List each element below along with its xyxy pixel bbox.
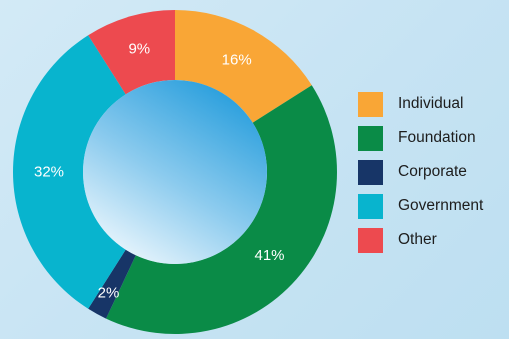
slice-other xyxy=(88,10,175,95)
slice-label-corporate: 2% xyxy=(98,284,120,301)
slice-corporate xyxy=(88,249,136,319)
legend-item-corporate: Corporate xyxy=(358,155,509,189)
donut-center xyxy=(83,80,267,264)
legend-swatch-other xyxy=(358,227,383,253)
legend: Individual Foundation Corporate Governme… xyxy=(358,87,509,257)
legend-label-individual: Individual xyxy=(398,95,464,112)
slice-individual xyxy=(175,10,312,123)
legend-item-foundation: Foundation xyxy=(358,121,509,155)
donut-slices xyxy=(12,10,337,334)
legend-label-other: Other xyxy=(398,231,437,248)
legend-swatch-foundation xyxy=(358,125,383,151)
legend-swatch-government xyxy=(358,193,383,219)
slice-label-individual: 16% xyxy=(222,51,252,68)
slice-label-government: 32% xyxy=(34,164,64,181)
legend-item-individual: Individual xyxy=(358,87,509,121)
legend-label-corporate: Corporate xyxy=(398,163,467,180)
legend-item-other: Other xyxy=(358,223,509,257)
slice-foundation xyxy=(106,85,337,334)
legend-item-government: Government xyxy=(358,189,509,223)
slice-government xyxy=(12,35,126,309)
legend-label-government: Government xyxy=(398,197,484,214)
slice-labels: 16% 41% 2% 32% 9% xyxy=(34,41,285,302)
slice-label-foundation: 41% xyxy=(254,247,284,264)
legend-swatch-individual xyxy=(358,91,383,117)
slice-label-other: 9% xyxy=(128,41,150,58)
legend-label-foundation: Foundation xyxy=(398,129,476,146)
legend-swatch-corporate xyxy=(358,159,383,185)
